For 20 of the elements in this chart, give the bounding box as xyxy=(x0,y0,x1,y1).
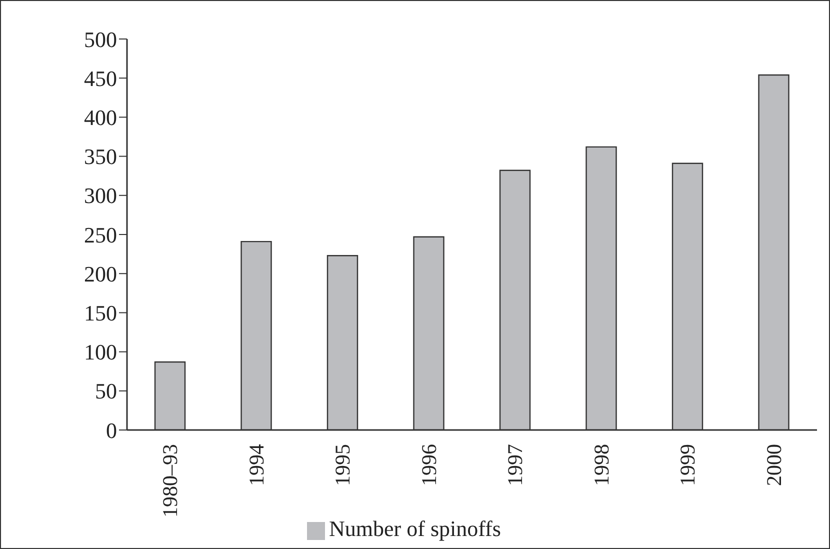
y-tick-label: 150 xyxy=(84,300,117,326)
y-tick-label: 350 xyxy=(84,144,117,170)
x-tick-label: 1980–93 xyxy=(158,444,182,518)
y-tick-label: 200 xyxy=(84,261,117,286)
y-tick-label: 250 xyxy=(84,222,117,248)
y-tick-label: 0 xyxy=(106,418,117,443)
y-tick-label: 400 xyxy=(84,105,117,130)
x-tick-label: 1995 xyxy=(330,444,355,486)
y-tick-label: 450 xyxy=(84,66,117,91)
x-tick-label: 1999 xyxy=(676,444,700,486)
y-tick-label: 500 xyxy=(84,26,117,52)
x-tick-label: 1997 xyxy=(503,444,528,486)
y-tick-label: 100 xyxy=(84,340,117,365)
y-tick-label: 300 xyxy=(84,183,117,208)
x-tick-label: 1998 xyxy=(589,444,614,486)
x-tick-label: 1994 xyxy=(244,444,268,486)
x-tick-label: 1996 xyxy=(416,444,441,486)
y-tick-label: 50 xyxy=(95,378,117,404)
legend-label: Number of spinoffs xyxy=(329,516,501,541)
x-tick-label: 2000 xyxy=(762,444,786,486)
